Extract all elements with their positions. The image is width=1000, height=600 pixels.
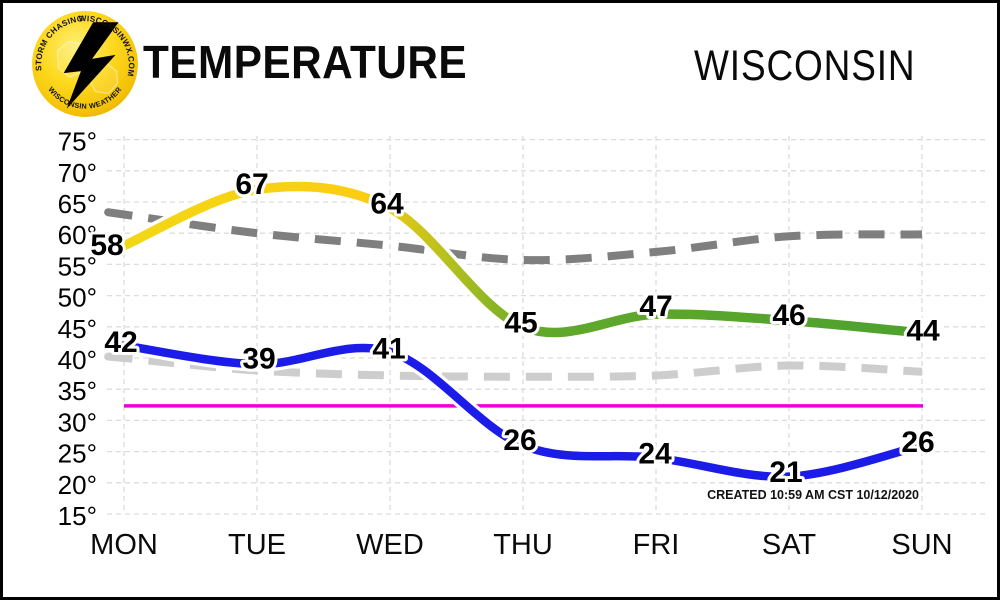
day-label: MON xyxy=(90,529,158,561)
day-label: WED xyxy=(356,529,424,561)
y-tick-label: 15° xyxy=(58,501,97,531)
day-label: TUE xyxy=(228,529,286,561)
y-tick-label: 30° xyxy=(58,407,97,437)
created-timestamp: CREATED 10:59 AM CST 10/12/2020 xyxy=(707,488,919,502)
normal-low-line xyxy=(104,352,923,381)
y-tick-label: 70° xyxy=(58,158,97,188)
y-tick-label: 55° xyxy=(58,251,97,281)
lightning-bolt-icon xyxy=(63,22,119,109)
day-label: SAT xyxy=(762,529,817,561)
value-label: 45 xyxy=(504,306,537,339)
x-axis-labels: MON TUE WED THU FRI SAT SUN xyxy=(90,529,952,561)
normal-high-line xyxy=(104,208,923,265)
value-label: 47 xyxy=(639,290,672,323)
y-tick-label: 35° xyxy=(58,376,97,406)
storm-chasing-logo: STORM CHASING WISCONSINWX.COM WISCONSIN … xyxy=(32,11,138,117)
y-tick-label: 25° xyxy=(58,439,97,469)
value-label: 21 xyxy=(769,456,802,489)
value-label: 64 xyxy=(370,188,404,221)
y-tick-label: 20° xyxy=(58,470,97,500)
y-tick-label: 60° xyxy=(58,220,97,250)
value-label: 26 xyxy=(503,424,536,457)
day-label: SUN xyxy=(891,529,952,561)
y-axis-ticks: 15°20°25°30°35°40°45°50°55°60°65°70°75° xyxy=(58,127,97,531)
value-label: 26 xyxy=(901,426,934,459)
forecast-high-line xyxy=(119,181,927,338)
value-label: 44 xyxy=(906,315,940,348)
high-value-labels: 58 67 64 45 47 46 44 xyxy=(87,165,943,351)
y-tick-label: 45° xyxy=(58,314,97,344)
low-value-labels: 42 39 41 26 24 21 26 xyxy=(101,323,937,492)
day-label: THU xyxy=(493,529,553,561)
value-label: 24 xyxy=(638,437,672,470)
value-label: 46 xyxy=(772,299,805,332)
value-label: 42 xyxy=(104,326,137,359)
page-title: TEMPERATURE xyxy=(143,36,468,88)
y-tick-label: 50° xyxy=(58,283,97,313)
y-tick-label: 40° xyxy=(58,345,97,375)
y-tick-label: 65° xyxy=(58,189,97,219)
day-label: FRI xyxy=(633,529,680,561)
value-label: 67 xyxy=(235,168,268,201)
value-label: 58 xyxy=(90,229,123,262)
forecast-low-line xyxy=(119,341,927,481)
region-label: WISCONSIN xyxy=(693,42,915,90)
value-label: 41 xyxy=(372,332,405,365)
y-tick-label: 75° xyxy=(58,127,97,157)
value-label: 39 xyxy=(242,343,275,376)
temperature-chart: 15°20°25°30°35°40°45°50°55°60°65°70°75°M… xyxy=(58,127,989,561)
